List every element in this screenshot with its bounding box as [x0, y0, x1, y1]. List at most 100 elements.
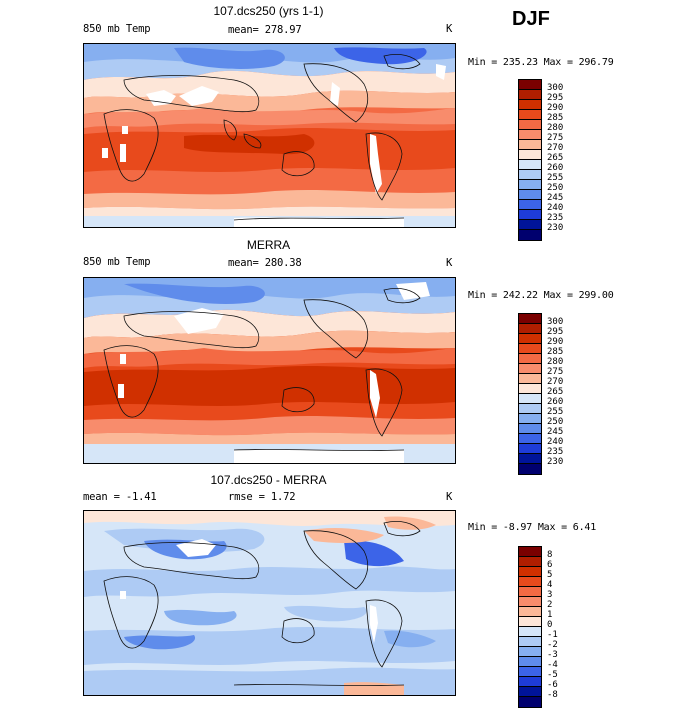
colorbar-tick-label: 280 [547, 357, 564, 367]
colorbar-tick-label: 275 [547, 133, 564, 143]
colorbar-swatch [519, 324, 541, 334]
colorbar-tick-label: -4 [547, 660, 558, 670]
colorbar-tick-label: 250 [547, 183, 564, 193]
colorbar-tick-label: 235 [547, 447, 564, 457]
colorbar-tick-label: 290 [547, 337, 564, 347]
colorbar-tick-label: 270 [547, 143, 564, 153]
colorbar-tick-label: 260 [547, 163, 564, 173]
panel-2-units: K [446, 257, 453, 269]
colorbar-swatch [519, 547, 541, 557]
colorbar-swatch [519, 220, 541, 230]
panel-1-map [83, 43, 456, 228]
colorbar-tick-label: 250 [547, 417, 564, 427]
colorbar-tick-label: 245 [547, 193, 564, 203]
panel-1-title: 107.dcs250 (yrs 1-1) [213, 4, 324, 18]
colorbar-swatch [519, 180, 541, 190]
colorbar-swatch [519, 374, 541, 384]
colorbar-tick-label: 295 [547, 93, 564, 103]
colorbar-swatch [519, 100, 541, 110]
colorbar-swatch [519, 150, 541, 160]
colorbar-tick-label: 300 [547, 83, 564, 93]
colorbar-tick-label: 270 [547, 377, 564, 387]
colorbar-swatch [519, 200, 541, 210]
colorbar-swatch [519, 344, 541, 354]
panel-3-colorbar [518, 546, 542, 708]
colorbar-tick-label: 8 [547, 550, 553, 560]
colorbar-swatch [519, 444, 541, 454]
colorbar-swatch [519, 607, 541, 617]
panel-2-map [83, 277, 456, 464]
colorbar-tick-label: -5 [547, 670, 558, 680]
colorbar-tick-label: 4 [547, 580, 553, 590]
colorbar-swatch [519, 434, 541, 444]
panel-3-rmse-label: rmse = 1.72 [228, 491, 296, 503]
colorbar-tick-label: 275 [547, 367, 564, 377]
colorbar-tick-label: -1 [547, 630, 558, 640]
colorbar-tick-label: -8 [547, 690, 558, 700]
colorbar-swatch [519, 677, 541, 687]
colorbar-swatch [519, 627, 541, 637]
colorbar-tick-label: 280 [547, 123, 564, 133]
colorbar-swatch [519, 160, 541, 170]
colorbar-tick-label: 265 [547, 153, 564, 163]
colorbar-swatch [519, 577, 541, 587]
panel-3-mean-label: mean = -1.41 [83, 491, 157, 503]
colorbar-swatch [519, 394, 541, 404]
colorbar-swatch [519, 404, 541, 414]
panel-2-minmax: Min = 242.22 Max = 299.00 [468, 290, 614, 301]
colorbar-tick-label: -6 [547, 680, 558, 690]
panel-1-units: K [446, 23, 453, 35]
colorbar-swatch [519, 130, 541, 140]
colorbar-swatch [519, 334, 541, 344]
colorbar-swatch [519, 314, 541, 324]
panel-3-map [83, 510, 456, 696]
panel-2-colorbar [518, 313, 542, 475]
panel-1-variable-label: 850 mb Temp [83, 23, 151, 35]
colorbar-tick-label: 230 [547, 223, 564, 233]
colorbar-tick-label: -2 [547, 640, 558, 650]
panel-3-minmax: Min = -8.97 Max = 6.41 [468, 522, 597, 533]
colorbar-tick-label: 240 [547, 437, 564, 447]
colorbar-swatch [519, 597, 541, 607]
colorbar-tick-label: 245 [547, 427, 564, 437]
colorbar-swatch [519, 190, 541, 200]
colorbar-tick-label: 0 [547, 620, 553, 630]
colorbar-swatch [519, 424, 541, 434]
colorbar-swatch [519, 414, 541, 424]
colorbar-tick-label: -3 [547, 650, 558, 660]
colorbar-tick-label: 235 [547, 213, 564, 223]
colorbar-swatch [519, 354, 541, 364]
colorbar-swatch [519, 90, 541, 100]
colorbar-swatch [519, 657, 541, 667]
colorbar-swatch [519, 557, 541, 567]
colorbar-swatch [519, 687, 541, 697]
colorbar-tick-label: 295 [547, 327, 564, 337]
colorbar-swatch [519, 567, 541, 577]
colorbar-tick-label: 6 [547, 560, 553, 570]
panel-1-mean-label: mean= 278.97 [228, 24, 302, 36]
panel-3-units: K [446, 491, 453, 503]
colorbar-tick-label: 265 [547, 387, 564, 397]
panel-3-title: 107.dcs250 - MERRA [210, 473, 327, 487]
colorbar-swatch [519, 384, 541, 394]
colorbar-swatch [519, 210, 541, 220]
colorbar-tick-label: 255 [547, 173, 564, 183]
colorbar-swatch [519, 587, 541, 597]
colorbar-tick-label: 240 [547, 203, 564, 213]
colorbar-swatch [519, 697, 541, 707]
colorbar-swatch [519, 120, 541, 130]
colorbar-tick-label: 285 [547, 113, 564, 123]
colorbar-tick-label: 300 [547, 317, 564, 327]
season-label: DJF [512, 8, 550, 30]
colorbar-swatch [519, 364, 541, 374]
colorbar-tick-label: 255 [547, 407, 564, 417]
colorbar-swatch [519, 464, 541, 474]
panel-1-colorbar [518, 79, 542, 241]
colorbar-tick-label: 290 [547, 103, 564, 113]
colorbar-swatch [519, 617, 541, 627]
panel-3-map-svg [84, 511, 455, 695]
colorbar-tick-label: 285 [547, 347, 564, 357]
colorbar-swatch [519, 80, 541, 90]
panel-2-map-svg [84, 278, 455, 463]
colorbar-swatch [519, 454, 541, 464]
